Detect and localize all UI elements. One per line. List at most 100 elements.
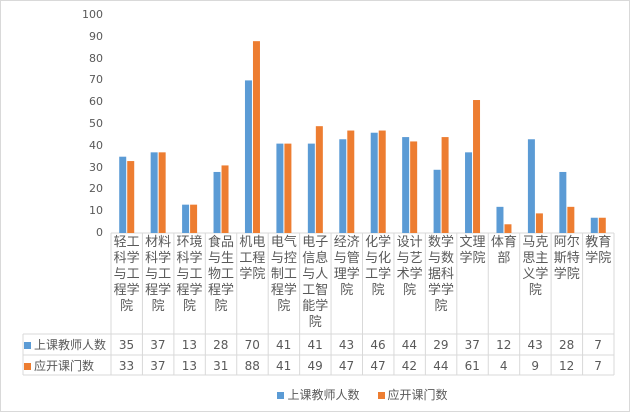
bar-courses bbox=[598, 217, 606, 233]
legend-item: 应开课门数 bbox=[377, 386, 448, 403]
category-label: 设计与艺术学院 bbox=[396, 235, 423, 298]
table-cell: 44 bbox=[401, 338, 418, 352]
y-tick-label: 30 bbox=[89, 160, 103, 174]
y-tick-label: 60 bbox=[89, 95, 103, 109]
bar-courses bbox=[221, 165, 229, 233]
bar-courses bbox=[567, 206, 575, 233]
category-label: 食品与生物工程学院 bbox=[207, 235, 234, 314]
series-name: 上课教师人数 bbox=[287, 388, 360, 402]
category-label: 轻工科学与工程学院 bbox=[113, 235, 140, 314]
bar-teachers bbox=[150, 152, 158, 233]
bar-courses bbox=[158, 152, 166, 233]
category-label: 阿尔斯特学院 bbox=[553, 235, 580, 282]
category-label: 化学与化工学院 bbox=[365, 235, 392, 298]
table-cell: 44 bbox=[433, 359, 449, 373]
table-cell: 7 bbox=[594, 359, 602, 373]
bar-teachers bbox=[370, 132, 378, 233]
bar-teachers bbox=[213, 171, 221, 233]
table-cell: 37 bbox=[150, 338, 166, 352]
table-cell: 37 bbox=[150, 359, 166, 373]
category-label: 文理学院 bbox=[459, 235, 486, 266]
table-cell: 47 bbox=[370, 359, 386, 373]
table-cell: 4 bbox=[499, 359, 508, 373]
bar-teachers bbox=[559, 171, 567, 233]
bar-courses bbox=[315, 126, 323, 233]
table-cell: 37 bbox=[464, 338, 480, 352]
table-cell: 9 bbox=[531, 359, 539, 373]
y-tick-label: 20 bbox=[89, 182, 103, 196]
table-row-label: 上课教师人数 bbox=[24, 335, 106, 355]
legend-swatch bbox=[24, 363, 31, 370]
bar-teachers bbox=[496, 206, 504, 233]
y-tick-label: 70 bbox=[89, 73, 103, 87]
category-label: 环境科学与工程学院 bbox=[176, 235, 203, 314]
table-cell: 49 bbox=[307, 359, 323, 373]
y-tick-label: 90 bbox=[89, 29, 103, 43]
bar-teachers bbox=[339, 139, 347, 233]
bar-teachers bbox=[276, 143, 284, 233]
bar-teachers bbox=[402, 137, 410, 233]
bar-courses bbox=[127, 161, 135, 233]
bar-teachers bbox=[590, 217, 598, 233]
table-cell: 41 bbox=[276, 338, 292, 352]
category-label: 机电工程学院 bbox=[239, 235, 266, 282]
legend-swatch bbox=[24, 342, 31, 349]
legend-swatch bbox=[377, 392, 385, 399]
table-cell: 43 bbox=[338, 338, 355, 352]
bar-teachers bbox=[119, 156, 127, 233]
y-tick-label: 10 bbox=[89, 204, 103, 218]
bar-teachers bbox=[244, 80, 252, 234]
category-label: 数学与数据科学学院 bbox=[428, 235, 455, 314]
bar-courses bbox=[284, 143, 292, 233]
bar-teachers bbox=[307, 143, 315, 233]
table-cell: 7 bbox=[594, 338, 602, 352]
table-cell: 33 bbox=[118, 359, 135, 373]
table-cell: 29 bbox=[433, 338, 449, 352]
table-cell: 12 bbox=[496, 338, 512, 352]
bar-courses bbox=[252, 41, 260, 233]
legend-swatch bbox=[277, 392, 285, 399]
category-label: 教育学院 bbox=[585, 235, 612, 266]
series-name: 上课教师人数 bbox=[34, 338, 107, 352]
bar-courses bbox=[190, 204, 198, 233]
table-cell: 28 bbox=[213, 338, 229, 352]
y-tick-label: 0 bbox=[96, 226, 103, 239]
bar-courses bbox=[535, 213, 543, 233]
bar-teachers bbox=[433, 169, 441, 233]
table-cell: 35 bbox=[118, 338, 135, 352]
y-tick-label: 80 bbox=[89, 51, 103, 65]
bar-courses bbox=[347, 130, 355, 233]
bar-courses bbox=[441, 137, 449, 233]
table-cell: 13 bbox=[181, 338, 198, 352]
y-tick-label: 50 bbox=[89, 117, 103, 130]
table-cell: 28 bbox=[558, 338, 575, 352]
table-cell: 31 bbox=[213, 359, 229, 373]
category-label: 电子信息与人工智能学院 bbox=[302, 235, 329, 330]
category-label: 电气与控制工程学院 bbox=[270, 235, 297, 314]
category-label: 经济与管理学院 bbox=[333, 235, 360, 298]
bar-teachers bbox=[182, 204, 190, 233]
series-name: 应开课门数 bbox=[34, 359, 95, 373]
table-cell: 46 bbox=[370, 338, 386, 352]
y-tick-label: 100 bbox=[82, 8, 103, 21]
legend-item: 上课教师人数 bbox=[277, 386, 360, 403]
table-cell: 42 bbox=[401, 359, 418, 373]
table-cell: 88 bbox=[244, 359, 260, 373]
bar-courses bbox=[410, 141, 418, 233]
bar-courses bbox=[378, 130, 386, 233]
bar-courses bbox=[473, 100, 481, 234]
category-label: 体育部 bbox=[490, 235, 517, 266]
bar-teachers bbox=[527, 139, 535, 233]
table-cell: 70 bbox=[244, 338, 260, 352]
category-label: 马克思主义学院 bbox=[522, 235, 549, 298]
table-cell: 41 bbox=[307, 338, 323, 352]
series-name: 应开课门数 bbox=[387, 388, 448, 402]
table-cell: 13 bbox=[181, 359, 198, 373]
legend: 上课教师人数 应开课门数 bbox=[111, 386, 614, 403]
bar-courses bbox=[504, 224, 512, 233]
table-row-label: 应开课门数 bbox=[24, 356, 94, 376]
table-cell: 12 bbox=[558, 359, 575, 373]
table-cell: 41 bbox=[276, 359, 292, 373]
